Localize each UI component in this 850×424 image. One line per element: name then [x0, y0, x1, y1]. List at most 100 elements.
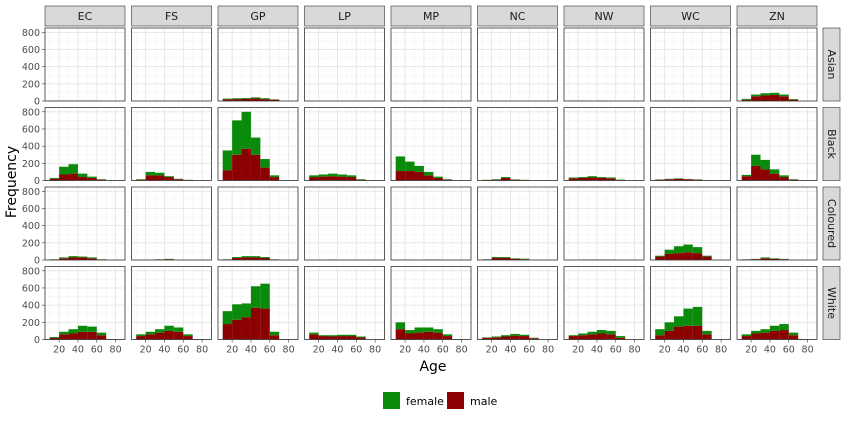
y-tick-label: 600: [22, 45, 40, 56]
bar-male-Black-EC-65: [96, 179, 107, 181]
axes-layer: 0200400600800020040060080002004006008000…: [22, 28, 814, 356]
bar-female-White-FS-15: [136, 334, 146, 337]
bar-male-Asian-ZN-55: [779, 96, 789, 101]
bar-male-Black-GP-35: [241, 148, 251, 181]
strip-row-White: [822, 266, 841, 340]
panel-Black-LP: [304, 107, 385, 181]
bar-female-White-NC-45: [510, 333, 520, 336]
y-tick-label: 400: [22, 142, 40, 153]
bar-male-Black-FS-35: [155, 175, 165, 181]
strip-col-ZN: [736, 5, 818, 27]
strip-row-Black: [822, 107, 841, 181]
bar-male-White-FS-35: [155, 332, 165, 340]
y-tick-label: 800: [22, 187, 40, 198]
x-tick-label: 80: [110, 345, 122, 356]
bar-female-White-WC-55: [692, 306, 703, 326]
bar-male-Coloured-NC-35: [501, 257, 511, 260]
bar-male-Black-FS-25: [145, 175, 156, 181]
bar-female-Black-ZN-15: [741, 174, 752, 177]
x-tick-label: 20: [659, 345, 671, 356]
bar-male-Coloured-ZN-25: [751, 259, 761, 260]
bar-male-White-WC-35: [674, 326, 684, 340]
bar-male-Black-EC-55: [87, 177, 97, 181]
bar-female-Black-GP-65: [269, 175, 280, 178]
bar-male-Black-GP-55: [260, 167, 270, 181]
panel-Coloured-GP: [217, 186, 299, 261]
bar-female-White-ZN-15: [741, 334, 752, 337]
bar-female-White-LP-65: [356, 336, 366, 338]
bar-male-Coloured-WC-35: [674, 253, 684, 260]
bar-female-White-GP-15: [222, 311, 233, 325]
bar-female-White-NC-25: [491, 336, 502, 338]
bar-male-Black-LP-15: [309, 177, 319, 181]
x-tick-label: 20: [140, 345, 152, 356]
bar-female-White-FS-55: [173, 327, 184, 332]
bar-male-Coloured-GP-25: [232, 257, 242, 260]
bar-female-White-LP-25: [318, 335, 329, 337]
bar-female-Asian-GP-45: [250, 97, 261, 99]
y-tick-label: 0: [34, 97, 40, 108]
bar-female-White-ZN-35: [760, 329, 770, 333]
bar-male-Black-NC-35: [501, 177, 511, 181]
x-tick-label: 60: [350, 345, 362, 356]
panel-White-GP: [217, 266, 299, 340]
bar-male-White-NC-25: [491, 337, 502, 340]
y-tick-label: 600: [22, 204, 40, 215]
panel-Black-WC: [650, 107, 731, 181]
bar-female-Coloured-GP-55: [260, 256, 270, 258]
bar-male-White-EC-25: [59, 334, 69, 340]
y-tick-label: 600: [22, 283, 40, 294]
x-tick-label: 20: [572, 345, 584, 356]
y-tick-label: 200: [22, 238, 40, 249]
bar-male-Black-FS-55: [173, 179, 184, 181]
bar-female-Black-NC-35: [501, 177, 511, 178]
bar-male-Coloured-GP-55: [260, 257, 270, 260]
bar-male-Asian-GP-35: [241, 98, 251, 101]
bar-female-Black-NW-55: [606, 177, 616, 179]
bar-male-Black-ZN-65: [788, 179, 799, 181]
legend: female male: [383, 392, 498, 409]
strip-col-WC: [650, 5, 731, 27]
bar-female-Coloured-GP-45: [250, 256, 261, 258]
bar-male-Black-NW-15: [568, 178, 579, 181]
bar-male-Coloured-WC-65: [702, 256, 712, 260]
bar-female-White-FS-25: [145, 331, 156, 335]
bar-female-White-MP-65: [442, 334, 453, 337]
bar-female-White-MP-35: [414, 327, 424, 333]
bar-male-Asian-ZN-45: [769, 94, 780, 101]
bar-male-Black-NW-55: [606, 178, 616, 181]
panel-Asian-FS: [131, 27, 212, 102]
x-tick-label: 80: [283, 345, 295, 356]
bar-male-Coloured-NC-55: [519, 259, 530, 260]
bar-male-White-ZN-15: [741, 336, 752, 340]
bar-female-White-GP-45: [250, 286, 261, 308]
bar-female-Black-ZN-25: [751, 154, 761, 166]
legend-key-male: [447, 392, 464, 409]
bar-female-Black-FS-25: [145, 171, 156, 176]
bar-male-Coloured-FS-45: [164, 259, 174, 260]
bar-male-Black-MP-65: [442, 179, 453, 181]
y-tick-label: 200: [22, 159, 40, 170]
bar-male-White-NW-65: [615, 337, 626, 340]
bar-female-White-ZN-55: [779, 324, 789, 331]
x-tick-label: 40: [418, 345, 430, 356]
bar-male-Black-LP-35: [328, 176, 338, 181]
panel-White-ZN: [736, 266, 818, 340]
bar-male-White-NC-35: [501, 336, 511, 340]
bar-female-Black-EC-35: [68, 164, 78, 174]
bar-female-Black-GP-25: [232, 120, 242, 155]
bar-male-White-GP-15: [222, 324, 233, 340]
bar-female-Black-NW-25: [578, 177, 588, 178]
bar-female-White-LP-55: [346, 334, 357, 337]
strip-label-ZN: ZN: [769, 10, 785, 23]
bar-female-Black-FS-45: [164, 176, 174, 178]
bar-female-Black-LP-35: [328, 173, 338, 177]
panel-Coloured-EC: [44, 186, 126, 261]
bar-female-Black-MP-35: [414, 165, 424, 172]
bar-female-Asian-ZN-45: [769, 92, 780, 95]
bar-male-Coloured-NC-45: [510, 258, 520, 260]
bar-female-White-FS-45: [164, 325, 174, 331]
bar-male-White-NC-55: [519, 336, 530, 340]
bar-male-White-NW-15: [568, 336, 579, 340]
y-tick-label: 0: [34, 176, 40, 187]
